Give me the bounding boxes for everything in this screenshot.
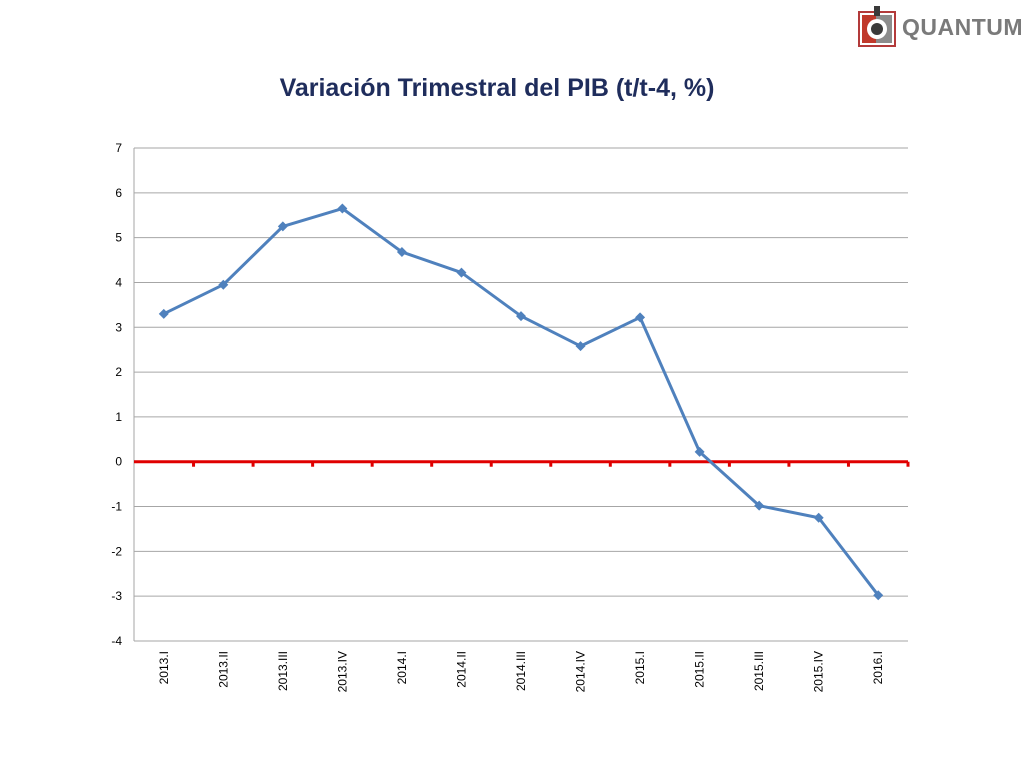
- x-tick-label: 2014.II: [454, 651, 468, 688]
- y-tick-label: 7: [115, 141, 122, 155]
- x-tick-label: 2014.III: [514, 651, 528, 691]
- y-tick-label: 6: [115, 186, 122, 200]
- x-tick-label: 2014.IV: [574, 651, 588, 692]
- data-point-marker: [337, 203, 348, 214]
- y-tick-label: 5: [115, 231, 122, 245]
- data-point-marker: [516, 311, 526, 322]
- data-point-marker: [277, 221, 288, 232]
- chart-title: Variación Trimestral del PIB (t/t-4, %): [279, 74, 715, 102]
- y-tick-label: 1: [115, 410, 122, 424]
- x-tick-label: 2013.IV: [335, 651, 349, 692]
- x-tick-label: 2015.III: [752, 651, 766, 691]
- y-tick-label: 3: [115, 320, 122, 334]
- x-tick-label: 2013.I: [157, 651, 171, 684]
- x-tick-label: 2015.I: [633, 651, 647, 684]
- data-point-marker: [754, 500, 765, 511]
- y-tick-label: -3: [111, 589, 122, 603]
- data-point-marker: [635, 312, 646, 323]
- quantum-logo: QUANTUM: [858, 4, 1024, 50]
- x-axis-ticks: 2013.I 2013.II 2013.III 2013.IV 2014.I 2014.I…: [157, 651, 885, 692]
- quantum-logo-text: QUANTUM: [902, 14, 1024, 40]
- data-point-marker: [575, 341, 586, 352]
- data-point-marker: [456, 267, 467, 278]
- gridlines: [134, 147, 908, 642]
- y-tick-label: -2: [111, 544, 122, 558]
- x-tick-label: 2013.III: [276, 651, 290, 691]
- data-point-marker: [158, 308, 169, 319]
- x-tick-label: 2014.I: [395, 651, 409, 684]
- x-tick-label: 2015.II: [693, 651, 707, 688]
- y-tick-label: -1: [111, 500, 122, 514]
- y-tick-label: 0: [115, 455, 122, 469]
- data-point-marker: [218, 279, 229, 290]
- data-point-marker: [694, 446, 705, 457]
- y-axis-ticks: 7 6 5 4 3 2 1 0 -1 -2 -3 -4: [111, 141, 122, 648]
- y-tick-label: 4: [115, 275, 122, 289]
- y-tick-label: -4: [111, 634, 122, 648]
- quantum-logo-mark-icon: [858, 6, 896, 47]
- x-tick-label: 2016.I: [871, 651, 885, 684]
- data-point-marker: [813, 512, 824, 523]
- x-tick-label: 2013.II: [216, 651, 230, 688]
- x-tick-label: 2015.IV: [812, 651, 826, 692]
- series-markers: [158, 203, 884, 601]
- data-point-marker: [873, 590, 884, 601]
- series-line: [163, 207, 880, 597]
- y-tick-label: 2: [115, 365, 122, 379]
- zero-line-tick-marks: [192, 461, 910, 467]
- data-point-marker: [396, 246, 407, 257]
